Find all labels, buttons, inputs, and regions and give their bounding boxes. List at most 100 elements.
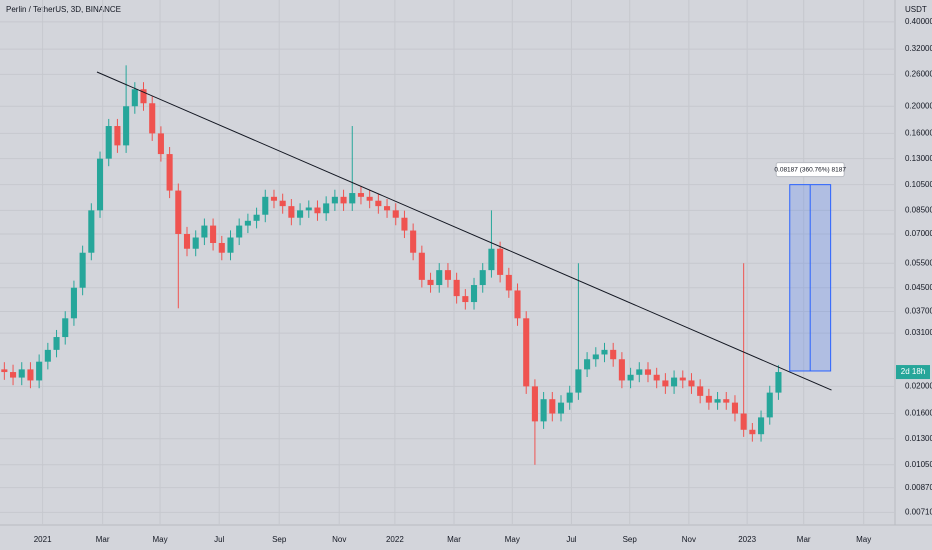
y-tick-label: 0.03700 [905,307,932,316]
candle-body [236,225,243,238]
candle-body [70,287,77,319]
candle-body [505,274,512,291]
candle-body [497,248,504,275]
measure-label: 0.08187 (360.76%) 8187 [774,166,846,173]
y-tick-label: 0.08500 [905,205,932,214]
candle-body [349,193,356,204]
x-tick-label: 2021 [34,535,52,544]
candle-body [27,369,34,381]
candle-body [758,417,765,435]
y-tick-label: 0.32000 [905,44,932,53]
candle-body [340,196,347,204]
x-tick-label: Jul [566,535,576,544]
candle-body [723,399,730,403]
y-tick-label: 0.16000 [905,129,932,138]
candle-body [157,133,164,155]
y-tick-label: 0.05500 [905,258,932,267]
candle-body [183,233,191,249]
y-tick-label: 0.40000 [905,17,932,26]
candle-body [618,359,625,381]
candle-body [523,318,530,387]
candle-body [1,369,8,373]
candle-body [531,386,538,422]
candle-body [488,248,495,271]
y-tick-label: 0.20000 [905,101,932,110]
y-tick-label: 0.10500 [905,180,932,189]
candle-body [262,196,269,215]
candle-body [131,89,138,107]
candle-body [166,154,173,191]
candle-body [279,200,286,207]
x-tick-label: Mar [447,535,461,544]
candle-body [62,318,69,338]
candle-body [592,354,599,360]
y-tick-label: 0.00870 [905,483,932,492]
candle-body [288,206,295,218]
candle-body [253,214,260,221]
price-label: 2d 18h [901,367,925,376]
candle-body [766,392,773,418]
candle-body [10,372,17,378]
price-label-box [896,365,930,380]
y-tick-label: 0.01050 [905,460,932,469]
candle-body [444,270,451,280]
candle-body [514,290,521,319]
y-tick-label: 0.07000 [905,229,932,238]
candle-body [688,380,695,387]
candle-body [549,399,556,414]
y-tick-label: 0.02000 [905,381,932,390]
candle-body [462,296,469,303]
candle-body [270,196,278,201]
candle-body [540,399,547,422]
candle-body [644,369,652,375]
y-tick-label: 0.03100 [905,328,932,337]
x-tick-label: Sep [272,535,287,544]
candle-body [775,372,782,393]
candle-body [392,210,399,218]
candle-body [18,369,25,378]
candle-body [88,210,95,253]
candle-body [714,399,721,403]
candle-body [297,210,304,218]
candle-body [601,349,608,355]
candle-body [636,369,643,375]
x-tick-label: May [856,535,871,544]
candle-body [679,377,686,381]
y-tick-label: 0.26000 [905,69,932,78]
chart-title: Perlin / TetherUS, 3D, BINANCE [6,5,121,14]
candle-body [566,392,573,403]
candle-body [575,369,582,393]
candle-body [105,126,112,159]
candle-body [357,193,365,197]
candle-body [53,337,60,350]
candle-body [79,252,86,288]
candle-body [366,196,373,201]
x-tick-label: Mar [797,535,811,544]
candle-body [218,242,225,253]
candle-body [201,225,208,238]
candle-body [610,349,617,360]
candle-body [671,377,678,387]
y-tick-label: 0.13000 [905,154,932,163]
candle-body [436,270,443,286]
x-tick-label: Jul [214,535,224,544]
x-tick-label: Sep [623,535,638,544]
candle-body [114,126,121,146]
candle-body [227,237,234,253]
y-tick-label: 0.01300 [905,434,932,443]
candle-body [662,380,669,387]
x-tick-label: Mar [96,535,110,544]
candle-body [557,402,565,414]
candle-body [175,190,182,234]
candle-body [36,361,43,381]
x-tick-label: May [152,535,167,544]
candle-body [210,225,217,243]
candle-body [123,106,130,146]
candle-body [44,349,51,362]
candle-body [305,207,312,211]
candle-body [453,279,460,297]
candle-body [244,220,251,226]
y-tick-label: 0.01600 [905,409,932,418]
candle-body [749,429,756,435]
